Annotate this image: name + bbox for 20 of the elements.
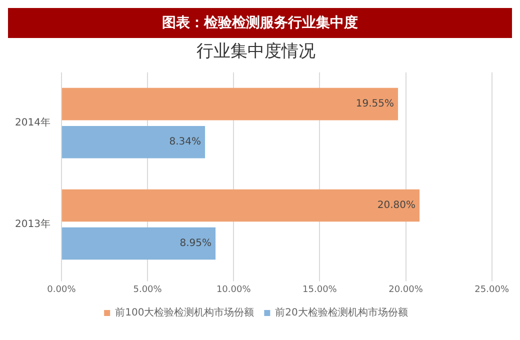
bar [62,227,216,260]
data-label: 8.95% [180,238,212,250]
data-label: 19.55% [356,98,394,110]
chart-title: 图表：检验检测服务行业集中度 [8,8,512,38]
chart-subtitle: 行业集中度情况 [196,42,316,62]
data-label: 20.80% [377,200,416,212]
data-label: 8.34% [169,136,202,148]
y-tick-label: 2013年 [14,218,50,230]
x-tick-label: 0.00% [47,284,76,295]
x-tick-label: 10.00% [216,284,252,295]
y-tick-label: 2014年 [14,116,50,129]
bar [62,189,420,222]
x-tick-label: 15.00% [302,284,338,295]
x-tick-label: 20.00% [388,284,424,295]
bar [62,88,398,120]
bar [62,126,206,158]
legend-label: 前20大检验检测机构市场份额 [275,306,408,319]
legend-label: 前100大检验检测机构市场份额 [115,306,254,319]
x-tick-label: 25.00% [474,284,510,295]
x-tick-label: 5.00% [133,284,162,295]
